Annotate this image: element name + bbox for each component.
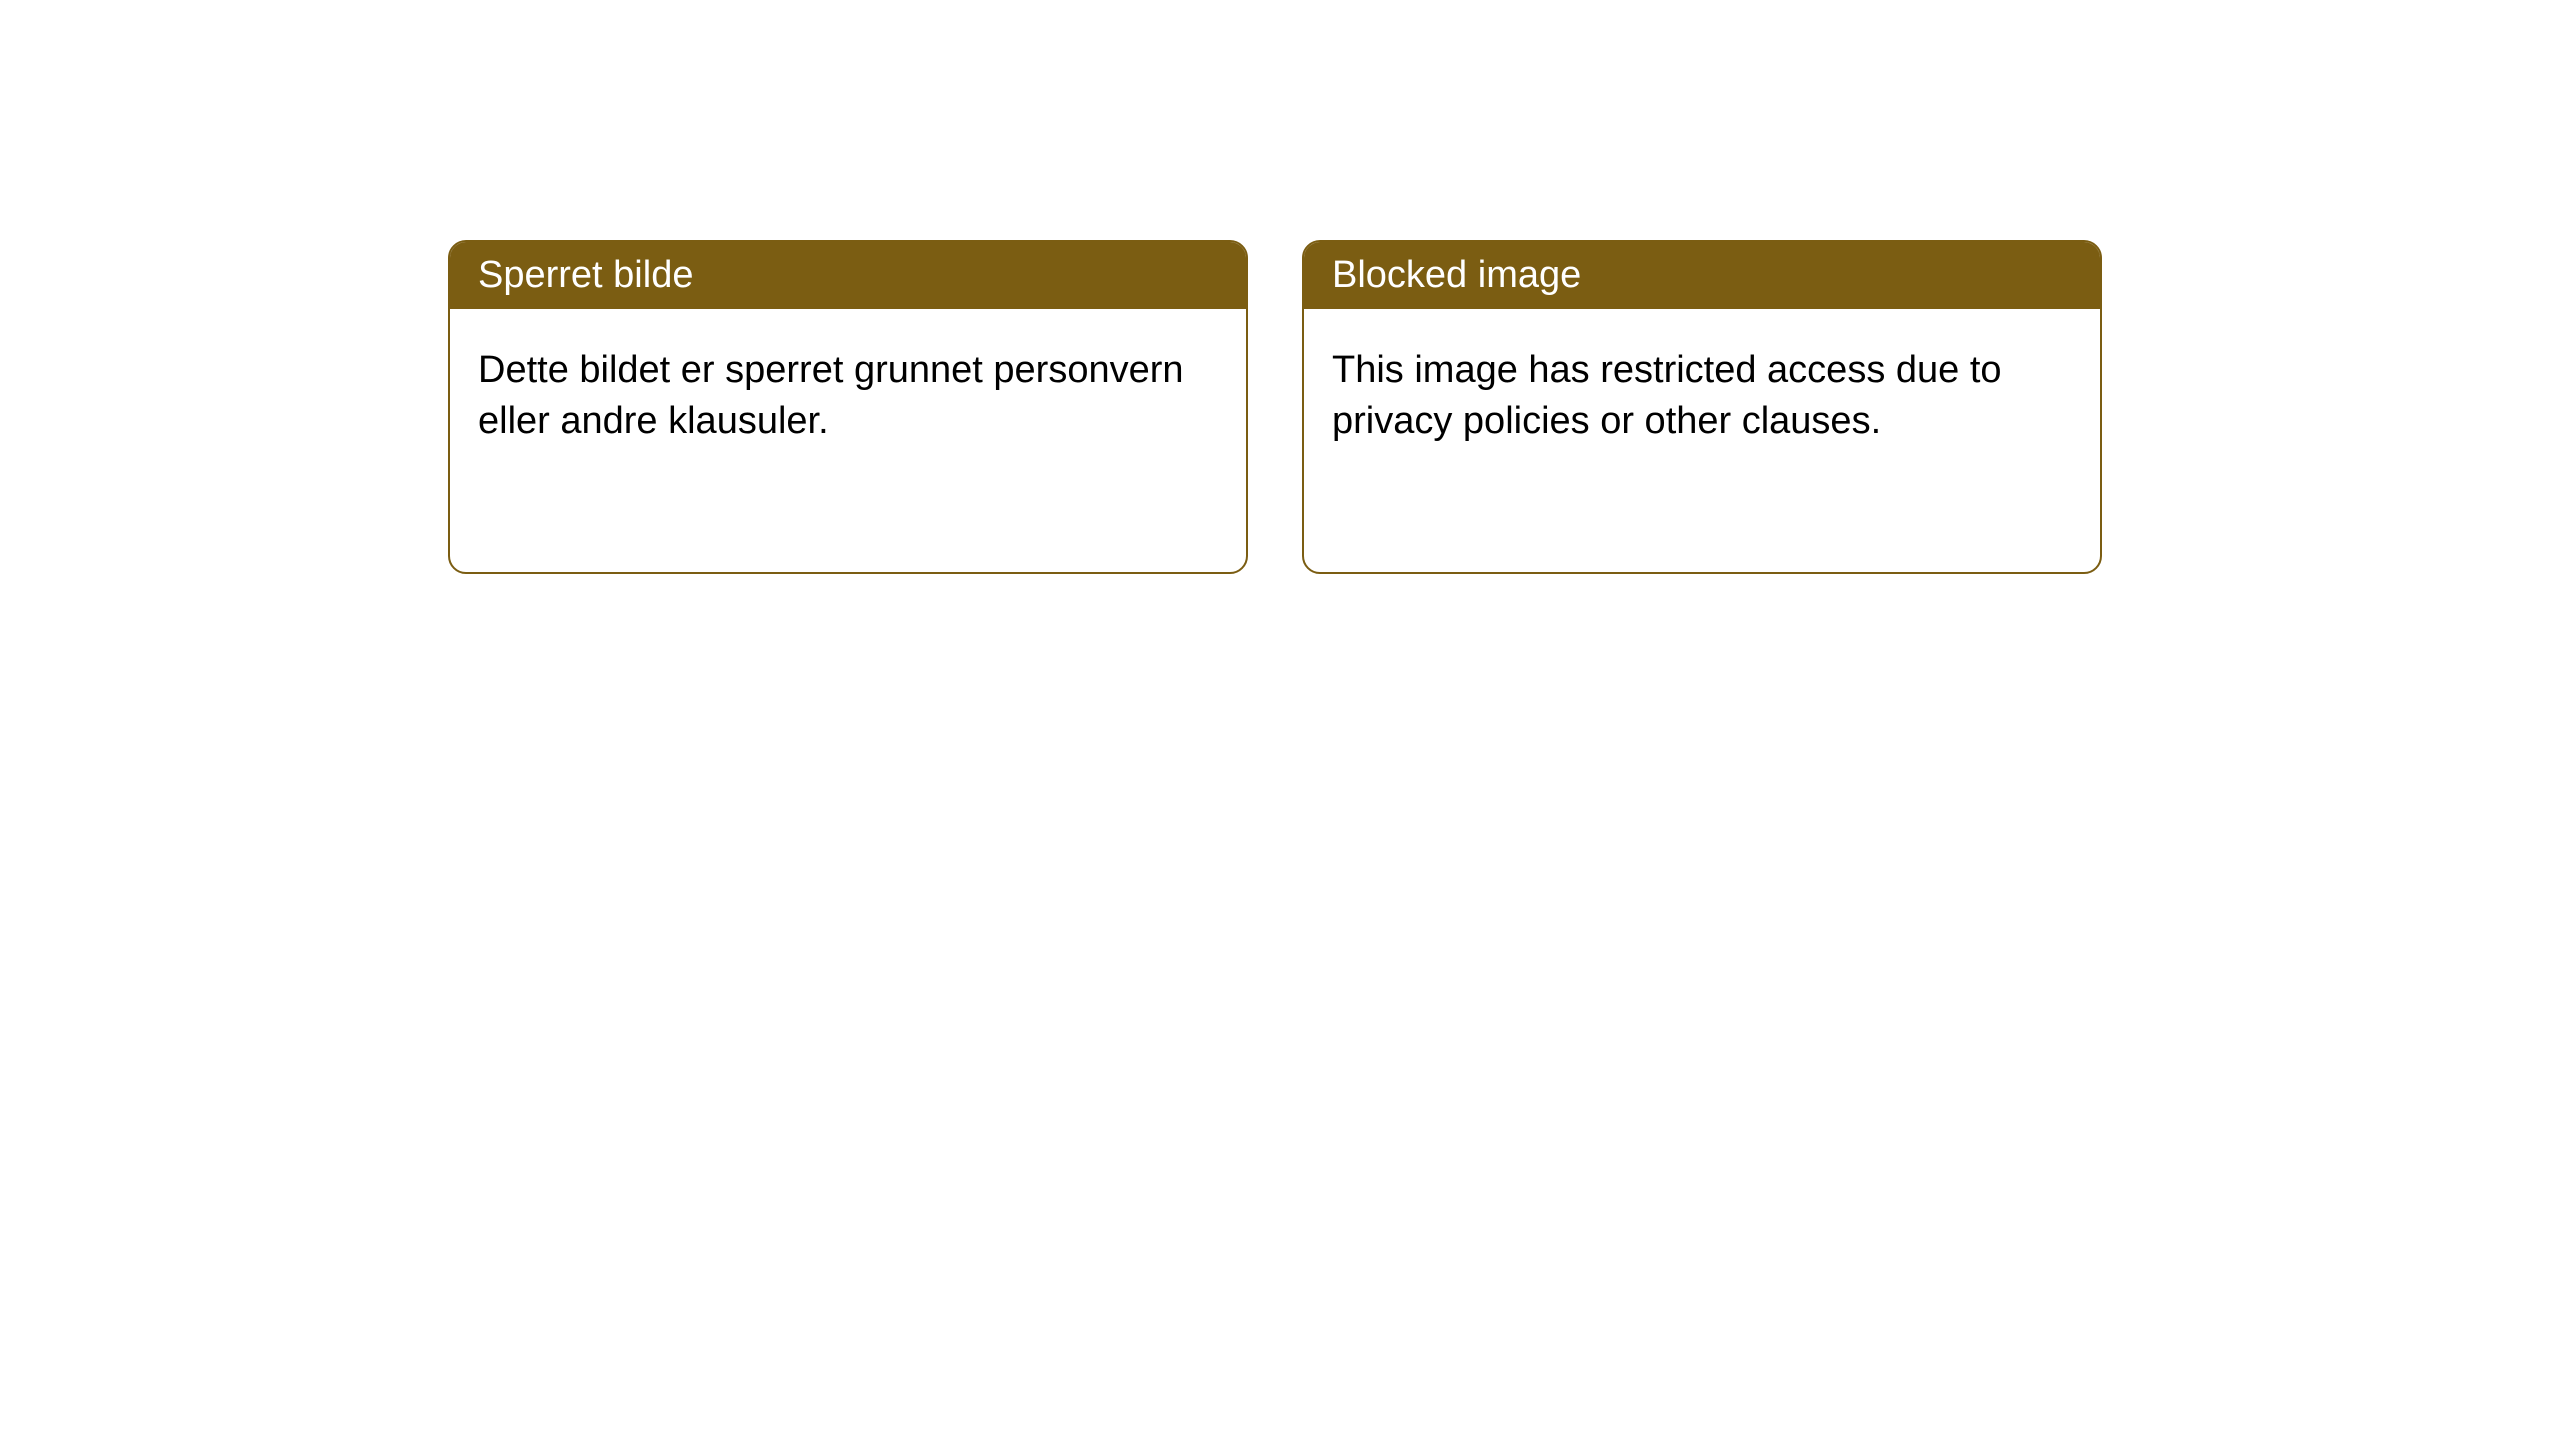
cards-container: Sperret bilde Dette bildet er sperret gr…	[0, 0, 2560, 574]
card-title: Sperret bilde	[478, 254, 693, 296]
card-body: This image has restricted access due to …	[1304, 309, 2100, 484]
card-header: Sperret bilde	[450, 242, 1246, 309]
card-title: Blocked image	[1332, 254, 1581, 296]
card-body: Dette bildet er sperret grunnet personve…	[450, 309, 1246, 484]
blocked-image-card-no: Sperret bilde Dette bildet er sperret gr…	[448, 240, 1248, 574]
card-body-text: This image has restricted access due to …	[1332, 349, 2002, 442]
card-header: Blocked image	[1304, 242, 2100, 309]
card-body-text: Dette bildet er sperret grunnet personve…	[478, 349, 1184, 442]
blocked-image-card-en: Blocked image This image has restricted …	[1302, 240, 2102, 574]
